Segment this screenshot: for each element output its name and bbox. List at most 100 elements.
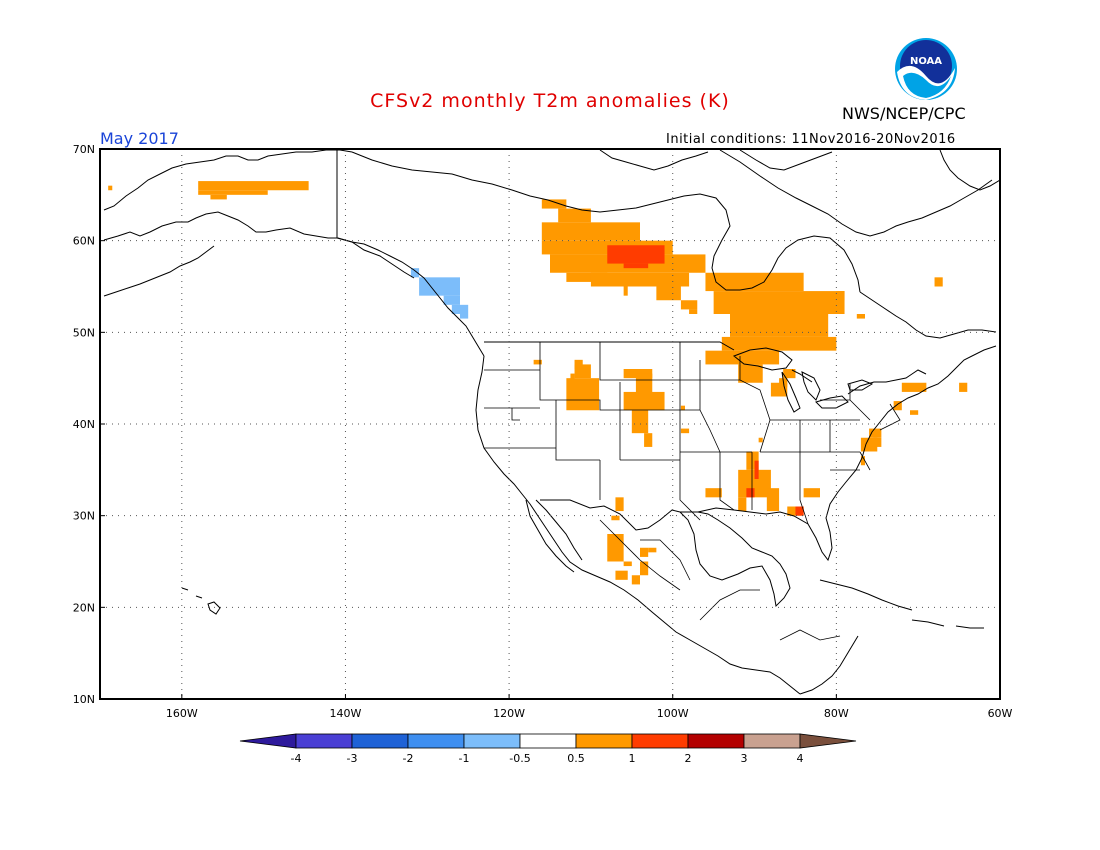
noaa-logo-icon: NOAA [895, 38, 957, 100]
agency-label: NWS/NCEP/CPC [842, 104, 966, 123]
coastline-caribbean [819, 579, 984, 629]
anomaly-cell [689, 309, 698, 314]
anomaly-shading [108, 181, 968, 585]
logo-text: NOAA [910, 56, 942, 67]
anomaly-cell [746, 488, 755, 498]
anomaly-cell [934, 277, 943, 287]
anomaly-cell [705, 488, 722, 498]
coastline-aleutians [103, 245, 215, 297]
anomaly-cell [738, 364, 763, 383]
anomaly-cell [410, 268, 420, 278]
initial-conditions-label: Initial conditions: 11Nov2016-20Nov2016 [666, 132, 956, 147]
anomaly-cell [623, 263, 649, 269]
coastline-gulf [679, 511, 791, 608]
anomaly-cell [635, 373, 653, 397]
coastline-greenland [939, 149, 1000, 191]
canada-us-border [484, 341, 927, 395]
anomaly-cell [680, 300, 698, 310]
us-mexico-border [540, 499, 681, 531]
mexico-states [599, 519, 841, 641]
anomaly-cell [795, 506, 804, 516]
anomaly-cell [607, 245, 665, 264]
anomaly-cell [803, 488, 820, 498]
map-title: CFSv2 monthly T2m anomalies (K) [370, 90, 730, 112]
anomaly-cell [713, 291, 845, 314]
anomaly-cell [443, 295, 460, 305]
coastline-us-south [697, 345, 997, 562]
latitude-tick-label: 20N [73, 601, 95, 614]
anomaly-cell [873, 437, 882, 447]
longitude-tick-label: 80W [824, 707, 849, 720]
longitude-tick-label: 100W [657, 707, 689, 720]
coastline-baja [525, 499, 583, 573]
anomaly-cell [611, 515, 620, 521]
longitude-tick-label: 60W [988, 707, 1013, 720]
anomaly-cell [607, 534, 624, 562]
anomaly-cell [656, 286, 681, 301]
anomaly-cell [198, 190, 268, 195]
latitude-tick-label: 50N [73, 326, 95, 339]
state-borders [484, 342, 901, 525]
longitude-tick-label: 160W [166, 707, 198, 720]
anomaly-cell [648, 547, 657, 553]
anomaly-cell [615, 570, 628, 580]
hawaii-islands [181, 587, 221, 615]
anomaly-cell [856, 314, 865, 319]
valid-month-label: May 2017 [100, 129, 179, 148]
anomaly-cell [738, 497, 747, 512]
anomaly-cell [210, 194, 227, 200]
alaska-canada-border [336, 150, 415, 279]
anomaly-cell [783, 369, 796, 379]
anomaly-cell [623, 369, 653, 379]
graticule [100, 149, 1000, 699]
latitude-tick-label: 60N [73, 235, 95, 248]
anomaly-cell [893, 401, 902, 411]
anomaly-cell [451, 304, 469, 314]
anomaly-cell [640, 547, 649, 557]
anomaly-cell [754, 460, 759, 479]
anomaly-cell [623, 391, 665, 411]
anomaly-cell [541, 222, 640, 241]
anomaly-cell [533, 359, 542, 365]
anomaly-cell [910, 410, 919, 415]
anomaly-cell [631, 575, 640, 585]
anomaly-cell [901, 382, 927, 392]
anomaly-cell [860, 456, 865, 466]
anomaly-cell [198, 181, 309, 191]
anomaly-cell [959, 382, 968, 392]
anomaly-cell [419, 277, 460, 296]
latitude-tick-label: 30N [73, 510, 95, 523]
coastline-labrador [859, 291, 997, 339]
anomaly-cell [644, 433, 653, 447]
anomaly-cell [460, 314, 469, 319]
anomaly-cell [541, 199, 567, 209]
anomaly-cell [758, 437, 763, 443]
anomaly-cell [640, 561, 649, 576]
coastline-baffin [719, 149, 993, 237]
coastline-arctic-islands [599, 149, 833, 171]
latitude-tick-label: 70N [73, 143, 95, 156]
coastline-arctic [351, 151, 861, 293]
longitude-tick-label: 140W [330, 707, 362, 720]
anomaly-cell [570, 373, 575, 406]
axis-ticks: 70N 60N 50N 40N 30N 20N 10N 160W 140W 120W 100W 80W… [73, 143, 1013, 720]
anomaly-cell [623, 561, 632, 567]
geographic-boundaries [103, 149, 1000, 695]
latitude-tick-label: 10N [73, 693, 95, 706]
anomaly-cell [566, 272, 608, 282]
anomaly-cell [869, 428, 882, 438]
anomaly-cell [615, 497, 624, 512]
anomaly-cell [721, 336, 837, 351]
anomaly-cell [631, 410, 649, 434]
anomaly-cell [730, 314, 829, 337]
anomaly-cell [680, 405, 685, 411]
anomaly-cell [705, 350, 780, 365]
coastline-alaska [103, 149, 353, 211]
great-lakes [733, 347, 874, 413]
anomaly-cell [680, 428, 690, 434]
anomaly-cell [766, 488, 780, 512]
anomaly-cell [705, 272, 804, 292]
coastline-central-america [799, 635, 859, 695]
anomaly-cell [574, 359, 583, 369]
